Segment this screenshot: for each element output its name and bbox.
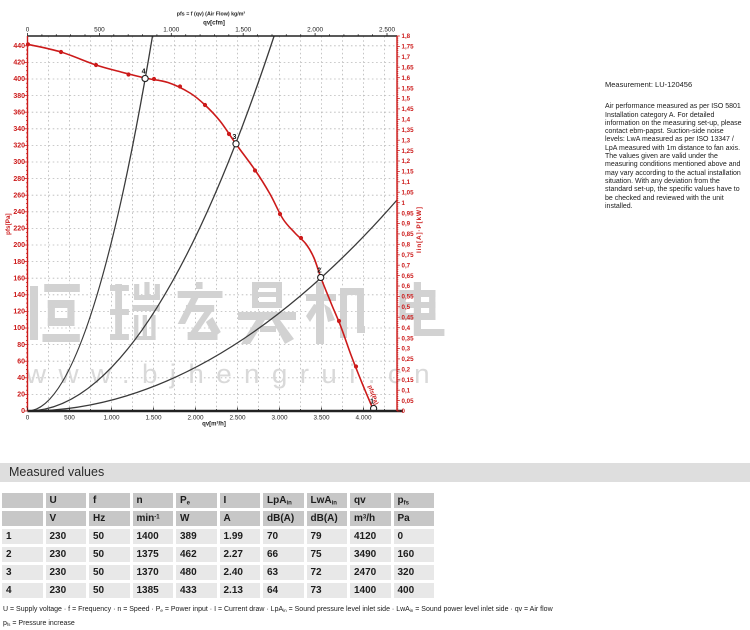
svg-text:1,65: 1,65 — [402, 65, 415, 72]
svg-text:440: 440 — [13, 43, 25, 50]
svg-text:220: 220 — [13, 226, 25, 233]
svg-text:180: 180 — [13, 259, 25, 266]
svg-text:1,1: 1,1 — [402, 179, 411, 186]
svg-text:1,4: 1,4 — [402, 117, 411, 124]
svg-text:420: 420 — [13, 60, 25, 67]
svg-text:0,1: 0,1 — [402, 387, 411, 394]
svg-text:0,85: 0,85 — [402, 231, 415, 238]
svg-text:1: 1 — [402, 200, 406, 207]
svg-text:1,25: 1,25 — [402, 148, 415, 155]
svg-text:4: 4 — [142, 69, 146, 76]
svg-text:500: 500 — [94, 27, 105, 34]
svg-text:1,55: 1,55 — [402, 85, 415, 92]
svg-text:40: 40 — [17, 375, 25, 382]
svg-text:1,3: 1,3 — [402, 137, 411, 144]
svg-text:400: 400 — [13, 76, 25, 83]
svg-text:0,45: 0,45 — [402, 314, 415, 321]
svg-text:240: 240 — [13, 209, 25, 216]
svg-text:qv[cfm]: qv[cfm] — [203, 21, 225, 27]
svg-text:1,6: 1,6 — [402, 75, 411, 82]
svg-text:0,4: 0,4 — [402, 325, 411, 332]
svg-text:0,35: 0,35 — [402, 335, 415, 342]
svg-text:160: 160 — [13, 275, 25, 282]
svg-text:60: 60 — [17, 358, 25, 365]
svg-text:340: 340 — [13, 126, 25, 133]
svg-text:1.500: 1.500 — [146, 415, 162, 422]
svg-text:500: 500 — [64, 415, 75, 422]
svg-text:280: 280 — [13, 176, 25, 183]
svg-text:1,5: 1,5 — [402, 96, 411, 103]
svg-text:2.000: 2.000 — [307, 27, 323, 34]
svg-text:0,8: 0,8 — [402, 242, 411, 249]
svg-text:0,75: 0,75 — [402, 252, 415, 259]
svg-text:1.000: 1.000 — [104, 415, 120, 422]
svg-text:120: 120 — [13, 309, 25, 316]
svg-text:1.500: 1.500 — [235, 27, 251, 34]
svg-text:140: 140 — [13, 292, 25, 299]
svg-text:200: 200 — [13, 242, 25, 249]
svg-text:0,55: 0,55 — [402, 294, 415, 301]
svg-text:0,7: 0,7 — [402, 262, 411, 269]
svg-text:380: 380 — [13, 93, 25, 100]
svg-text:20: 20 — [17, 392, 25, 399]
svg-text:pfs[Pa]: pfs[Pa] — [5, 213, 12, 235]
svg-text:1,7: 1,7 — [402, 54, 411, 61]
svg-text:0,65: 0,65 — [402, 273, 415, 280]
svg-text:2.000: 2.000 — [188, 415, 204, 422]
svg-text:1,45: 1,45 — [402, 106, 415, 113]
svg-text:0,3: 0,3 — [402, 346, 411, 353]
svg-text:0,6: 0,6 — [402, 283, 411, 290]
svg-text:300: 300 — [13, 159, 25, 166]
svg-text:260: 260 — [13, 192, 25, 199]
svg-text:3.000: 3.000 — [272, 415, 288, 422]
svg-text:0,95: 0,95 — [402, 210, 415, 217]
svg-text:0,15: 0,15 — [402, 377, 415, 384]
svg-text:0,25: 0,25 — [402, 356, 415, 363]
svg-text:1,35: 1,35 — [402, 127, 415, 134]
svg-text:0,5: 0,5 — [402, 304, 411, 311]
svg-text:0: 0 — [26, 415, 30, 422]
svg-text:320: 320 — [13, 143, 25, 150]
svg-text:2.500: 2.500 — [230, 415, 246, 422]
svg-text:3: 3 — [233, 134, 237, 141]
svg-text:0: 0 — [26, 27, 30, 34]
svg-text:1: 1 — [370, 399, 374, 406]
svg-text:0: 0 — [21, 408, 25, 415]
svg-text:3.500: 3.500 — [314, 415, 330, 422]
svg-text:qv[m³/h]: qv[m³/h] — [202, 421, 226, 428]
svg-text:1,2: 1,2 — [402, 158, 411, 165]
svg-text:2.500: 2.500 — [379, 27, 395, 34]
svg-text:1,8: 1,8 — [402, 33, 411, 40]
svg-text:www.bjhengrui.cn: www.bjhengrui.cn — [25, 359, 442, 389]
svg-text:0: 0 — [402, 408, 406, 415]
svg-text:1.000: 1.000 — [163, 27, 179, 34]
svg-text:4.000: 4.000 — [356, 415, 372, 422]
svg-text:0,05: 0,05 — [402, 398, 415, 405]
svg-text:pfs = f (qv) (Air Flow) kg/m³: pfs = f (qv) (Air Flow) kg/m³ — [177, 12, 246, 18]
svg-text:2: 2 — [317, 268, 321, 275]
svg-text:Iin[A]·P[kW]: Iin[A]·P[kW] — [416, 206, 423, 253]
svg-text:1,75: 1,75 — [402, 44, 415, 51]
svg-text:1,05: 1,05 — [402, 189, 415, 196]
svg-text:1,15: 1,15 — [402, 169, 415, 176]
svg-text:80: 80 — [17, 342, 25, 349]
svg-text:100: 100 — [13, 325, 25, 332]
svg-text:0,2: 0,2 — [402, 367, 411, 374]
svg-text:360: 360 — [13, 109, 25, 116]
svg-text:0,9: 0,9 — [402, 221, 411, 228]
